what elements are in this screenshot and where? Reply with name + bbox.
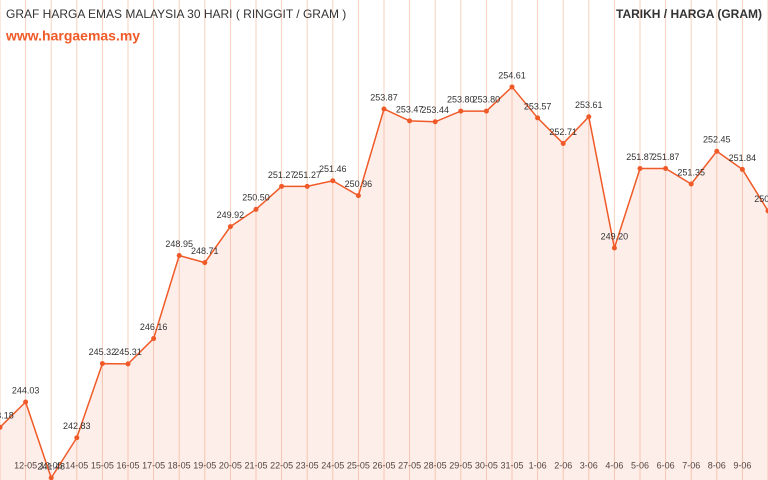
point — [355, 193, 361, 199]
point — [151, 336, 157, 342]
point — [535, 115, 541, 121]
data-label: 251.35 — [677, 167, 705, 177]
data-label: 243.18 — [0, 411, 14, 421]
data-label: 253.57 — [524, 101, 552, 111]
point — [560, 141, 566, 147]
data-label: 250.50 — [242, 193, 270, 203]
x-tick-label: 30-05 — [475, 460, 498, 470]
data-label: 253.80 — [473, 94, 501, 104]
x-tick-label: 23-05 — [296, 460, 319, 470]
x-tick-label: 3-06 — [580, 460, 598, 470]
chart-subtitle: www.hargaemas.my — [5, 28, 140, 44]
x-tick-label: 13-05 — [40, 460, 63, 470]
x-tick-label: 2-06 — [554, 460, 572, 470]
data-label: 249.92 — [217, 210, 245, 220]
x-tick-label: 15-05 — [91, 460, 114, 470]
data-label: 253.87 — [370, 92, 398, 102]
data-label: 248.95 — [165, 239, 193, 249]
point — [407, 118, 413, 124]
data-label: 251.46 — [319, 164, 347, 174]
data-label: 252.45 — [703, 135, 731, 145]
x-tick-label: 8-06 — [708, 460, 726, 470]
point — [458, 108, 464, 114]
point — [714, 148, 720, 154]
data-label: 249.20 — [601, 231, 629, 241]
point — [381, 106, 387, 112]
x-tick-label: 27-05 — [398, 460, 421, 470]
point — [176, 252, 182, 258]
point — [125, 361, 131, 367]
point — [611, 245, 617, 251]
point — [765, 208, 768, 214]
x-tick-label: 31-05 — [500, 460, 523, 470]
x-tick-label: 29-05 — [449, 460, 472, 470]
point — [432, 119, 438, 125]
data-label: 251.87 — [652, 152, 680, 162]
x-tick-label: 24-05 — [321, 460, 344, 470]
point — [74, 435, 80, 441]
x-tick-label: 9-06 — [733, 460, 751, 470]
point — [663, 166, 669, 172]
data-label: 251.27 — [293, 170, 321, 180]
data-label: 244.03 — [12, 385, 40, 395]
data-label: 253.47 — [396, 104, 424, 114]
data-label: 252.71 — [549, 127, 577, 137]
data-label: 253.44 — [421, 105, 449, 115]
point — [304, 183, 310, 189]
data-label: 253.61 — [575, 100, 603, 110]
x-tick-label: 20-05 — [219, 460, 242, 470]
data-label: 251.84 — [729, 153, 757, 163]
point — [202, 260, 208, 266]
chart-title: GRAF HARGA EMAS MALAYSIA 30 HARI ( RINGG… — [6, 7, 346, 21]
data-label: 250.96 — [345, 179, 373, 189]
point — [483, 108, 489, 114]
axis-label: TARIKH / HARGA (GRAM) — [616, 7, 762, 21]
x-tick-label: 1-06 — [529, 460, 547, 470]
x-tick-label: 25-05 — [347, 460, 370, 470]
x-tick-label: 22-05 — [270, 460, 293, 470]
point — [637, 166, 643, 172]
x-tick-label: 26-05 — [372, 460, 395, 470]
x-tick-label: 5-06 — [631, 460, 649, 470]
point — [99, 361, 105, 367]
data-label: 254.61 — [498, 70, 526, 80]
data-label: 241.48 — [37, 461, 65, 471]
data-label: 246.16 — [140, 322, 168, 332]
point — [586, 114, 592, 120]
data-label: 250.45 — [754, 194, 768, 204]
data-label: 248.71 — [191, 246, 219, 256]
x-tick-label: 19-05 — [193, 460, 216, 470]
data-label: 251.87 — [626, 152, 654, 162]
data-label: 251.27 — [268, 170, 296, 180]
data-label: 245.32 — [89, 347, 117, 357]
x-tick-label: 4-06 — [605, 460, 623, 470]
point — [739, 166, 745, 172]
point — [253, 206, 259, 212]
point — [330, 178, 336, 184]
x-tick-label: 28-05 — [424, 460, 447, 470]
data-label: 245.31 — [114, 347, 142, 357]
point — [509, 84, 515, 90]
point — [48, 475, 54, 480]
x-tick-label: 16-05 — [116, 460, 139, 470]
point — [688, 181, 694, 187]
x-tick-label: 12-05 — [14, 460, 37, 470]
area — [0, 86, 768, 480]
x-tick-label: 18-05 — [168, 460, 191, 470]
point — [0, 424, 3, 430]
data-label: 253.80 — [447, 94, 475, 104]
x-tick-label: 6-06 — [657, 460, 675, 470]
x-tick-label: 21-05 — [244, 460, 267, 470]
x-tick-label: 7-06 — [682, 460, 700, 470]
x-tick-label: 14-05 — [65, 460, 88, 470]
x-tick-label: 17-05 — [142, 460, 165, 470]
data-label: 242.83 — [63, 421, 91, 431]
point — [279, 183, 285, 189]
point — [23, 399, 29, 405]
point — [227, 224, 233, 230]
